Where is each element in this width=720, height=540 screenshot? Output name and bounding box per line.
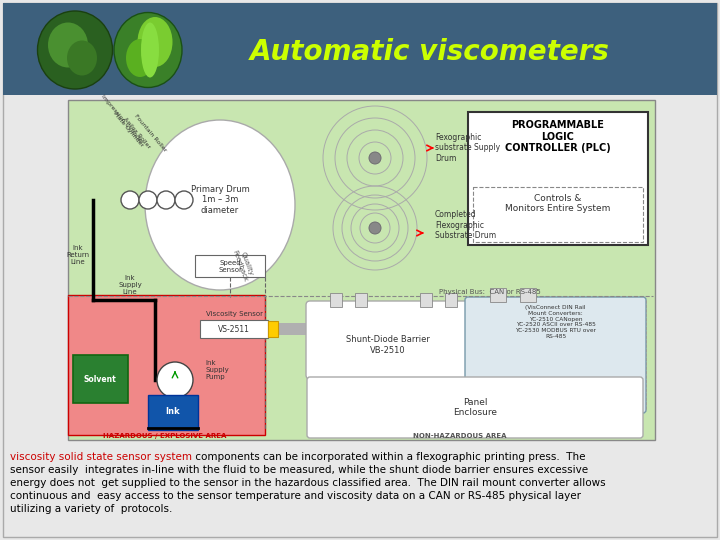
Text: Speed
Sensor: Speed Sensor (218, 260, 242, 273)
Text: Quality
Feedback: Quality Feedback (231, 247, 255, 283)
Text: utilizing a variety of  protocols.: utilizing a variety of protocols. (10, 504, 172, 514)
Circle shape (121, 191, 139, 209)
FancyBboxPatch shape (465, 297, 646, 413)
Text: NON-HAZARDOUS AREA: NON-HAZARDOUS AREA (413, 433, 507, 439)
Circle shape (369, 222, 381, 234)
Text: Fountain Roller: Fountain Roller (133, 113, 167, 153)
Text: Ink
Supply
Pump: Ink Supply Pump (205, 360, 229, 380)
Bar (68, 295, 265, 435)
FancyBboxPatch shape (307, 377, 643, 438)
Bar (148, 395, 198, 430)
Ellipse shape (141, 23, 159, 78)
Bar (68, 100, 655, 440)
Circle shape (369, 152, 381, 164)
Bar (330, 293, 342, 307)
Bar (73, 355, 128, 403)
Text: Anilox Roller: Anilox Roller (122, 117, 151, 150)
Text: Primary Drum
1m – 3m
diameter: Primary Drum 1m – 3m diameter (191, 185, 249, 215)
Bar (195, 255, 265, 277)
Circle shape (369, 222, 381, 234)
Circle shape (369, 152, 381, 164)
Bar (278, 323, 393, 335)
Bar (445, 293, 457, 307)
Text: Completed
Flexographic
Substrate Drum: Completed Flexographic Substrate Drum (435, 210, 496, 240)
Text: Ink
Return
Line: Ink Return Line (66, 245, 89, 265)
Text: Physical Bus:  CAN or RS-485: Physical Bus: CAN or RS-485 (439, 289, 541, 295)
Text: Panel
Enclosure: Panel Enclosure (453, 398, 497, 417)
Text: Solvent: Solvent (84, 375, 117, 383)
Text: sensor easily  integrates in-line with the fluid to be measured, while the shunt: sensor easily integrates in-line with th… (10, 465, 588, 475)
Text: Impression Cylinder: Impression Cylinder (100, 94, 144, 145)
Text: VS-2511: VS-2511 (218, 325, 250, 334)
Ellipse shape (114, 12, 182, 87)
Circle shape (157, 191, 175, 209)
Text: components can be incorporated within a flexographic printing press.  The: components can be incorporated within a … (192, 452, 585, 462)
Ellipse shape (126, 39, 154, 77)
Bar (465, 323, 550, 335)
FancyBboxPatch shape (306, 301, 469, 379)
Text: Ink: Ink (166, 408, 180, 416)
Text: Shunt-Diode Barrier
VB-2510: Shunt-Diode Barrier VB-2510 (346, 335, 429, 355)
Bar (468, 112, 648, 245)
Text: Ink
Supply
Line: Ink Supply Line (118, 275, 142, 295)
Ellipse shape (145, 120, 295, 290)
Bar (3, 3, 717, 95)
Bar (200, 320, 268, 338)
Ellipse shape (67, 40, 97, 76)
Circle shape (175, 191, 193, 209)
Text: (VisConnect DIN Rail
Mount Converters:
YC-2510 CANopen
YC-2520 ASCII over RS-485: (VisConnect DIN Rail Mount Converters: Y… (515, 305, 596, 339)
Ellipse shape (37, 11, 112, 89)
Bar (473, 187, 643, 242)
Ellipse shape (138, 17, 173, 67)
Text: Fexographic
substrate Supply
Drum: Fexographic substrate Supply Drum (435, 133, 500, 163)
Circle shape (139, 191, 157, 209)
Text: continuous and  easy access to the sensor temperature and viscosity data on a CA: continuous and easy access to the sensor… (10, 491, 581, 501)
Text: Viscosity Sensor: Viscosity Sensor (205, 311, 263, 317)
Circle shape (157, 362, 193, 398)
Bar (355, 293, 367, 307)
Text: energy does not  get supplied to the sensor in the hazardous classified area.  T: energy does not get supplied to the sens… (10, 478, 606, 488)
Bar (268, 321, 278, 337)
Text: Automatic viscometers: Automatic viscometers (250, 38, 610, 66)
Text: Plate Cylmder: Plate Cylmder (112, 111, 144, 148)
Text: Controls &
Monitors Entire System: Controls & Monitors Entire System (505, 194, 611, 213)
Text: viscosity solid state sensor system: viscosity solid state sensor system (10, 452, 192, 462)
Bar (490, 288, 506, 302)
Text: PROGRAMMABLE
LOGIC
CONTROLLER (PLC): PROGRAMMABLE LOGIC CONTROLLER (PLC) (505, 120, 611, 153)
Bar (420, 293, 432, 307)
Text: HAZARDOUS / EXPLOSIVE AREA: HAZARDOUS / EXPLOSIVE AREA (103, 433, 227, 439)
Ellipse shape (48, 23, 88, 68)
Bar (520, 288, 536, 302)
